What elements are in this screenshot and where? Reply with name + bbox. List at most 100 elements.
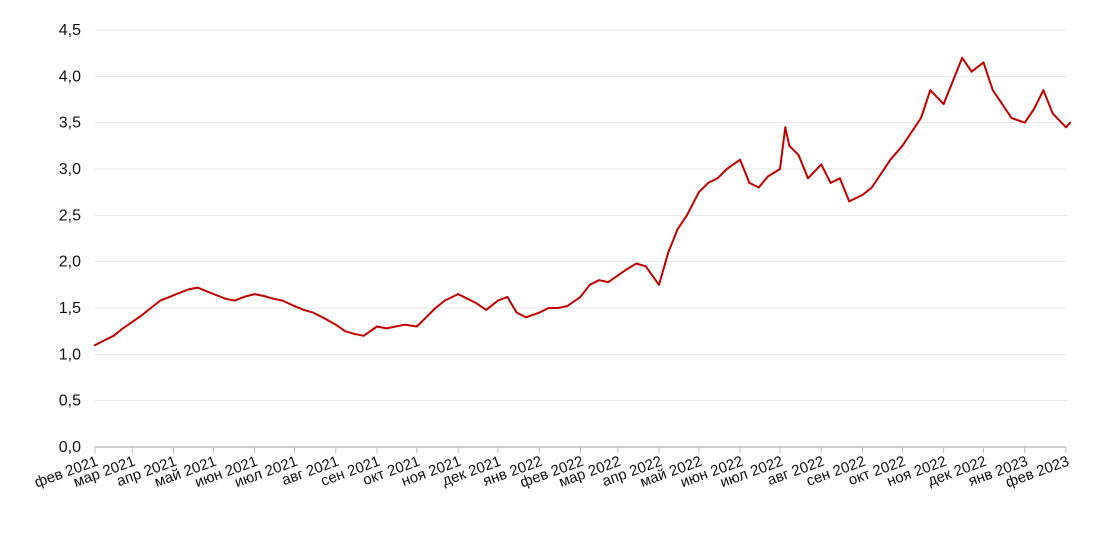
- y-tick-label: 3,0: [59, 161, 81, 178]
- y-tick-label: 2,0: [59, 254, 81, 271]
- data-point: [848, 200, 851, 203]
- data-point: [547, 307, 550, 309]
- data-point: [1051, 112, 1054, 115]
- data-point: [353, 333, 356, 335]
- data-point: [588, 283, 591, 286]
- data-point: [658, 283, 660, 286]
- data-point: [870, 186, 873, 189]
- data-point: [376, 325, 378, 328]
- data-point: [920, 117, 922, 119]
- data-point: [415, 325, 418, 328]
- y-tick-label: 0,5: [59, 393, 81, 410]
- data-point: [686, 214, 688, 217]
- data-point: [94, 344, 96, 346]
- data-point: [929, 89, 932, 92]
- data-point: [788, 144, 791, 147]
- data-point: [626, 268, 628, 270]
- data-point: [748, 182, 751, 184]
- data-point: [272, 297, 275, 300]
- y-tick-label: 2,5: [59, 207, 81, 224]
- y-tick-label: 4,0: [59, 68, 81, 85]
- data-point: [982, 61, 985, 64]
- data-point: [779, 168, 781, 170]
- data-point: [538, 311, 541, 314]
- data-point: [506, 295, 509, 298]
- data-point: [676, 228, 679, 231]
- y-tick-label: 0,0: [59, 439, 81, 456]
- data-point: [829, 182, 832, 184]
- data-point: [807, 177, 809, 180]
- y-tick-label: 4,5: [59, 22, 81, 39]
- data-point: [205, 290, 208, 293]
- data-point: [187, 288, 190, 291]
- data-point: [497, 299, 499, 302]
- data-point: [1065, 126, 1067, 129]
- data-point: [103, 339, 106, 342]
- data-point: [233, 299, 236, 302]
- data-point: [901, 144, 904, 147]
- data-point: [1023, 121, 1026, 124]
- data-point: [293, 305, 296, 308]
- data-point: [1001, 103, 1004, 106]
- data-point: [196, 286, 199, 289]
- data-point: [616, 274, 619, 277]
- data-point: [122, 327, 124, 330]
- y-tick-label: 1,5: [59, 300, 81, 317]
- data-point: [515, 311, 518, 314]
- y-tick-label: 1,0: [59, 346, 81, 363]
- data-point: [1010, 117, 1013, 119]
- series-line: [94, 56, 1071, 347]
- data-point: [889, 158, 892, 161]
- data-point: [434, 307, 437, 309]
- data-point: [243, 295, 245, 298]
- data-point: [716, 177, 719, 180]
- data-point: [168, 295, 171, 298]
- data-point: [159, 299, 162, 302]
- data-point: [177, 292, 180, 295]
- data-point: [1033, 107, 1035, 110]
- data-point: [224, 297, 227, 300]
- data-point: [312, 311, 315, 314]
- data-point: [784, 126, 787, 129]
- data-point: [598, 279, 601, 282]
- data-point: [820, 163, 823, 166]
- data-point: [475, 302, 478, 305]
- data-point: [457, 293, 460, 295]
- grid-layer: [95, 29, 1066, 402]
- data-point: [725, 168, 728, 170]
- data-point: [215, 294, 217, 296]
- data-point: [525, 316, 527, 319]
- data-point: [757, 186, 760, 189]
- data-point: [961, 56, 964, 59]
- axis-layer: [94, 446, 1067, 453]
- data-point: [838, 177, 841, 180]
- data-point: [991, 89, 994, 92]
- y-tick-label: 3,5: [59, 115, 81, 132]
- data-point: [707, 182, 710, 184]
- data-point: [1042, 89, 1045, 92]
- data-point: [566, 305, 569, 308]
- data-point: [739, 158, 742, 161]
- data-point: [910, 131, 913, 133]
- data-point: [112, 334, 115, 337]
- data-point: [302, 308, 305, 311]
- data-point: [767, 175, 769, 178]
- data-point: [385, 327, 388, 330]
- data-point: [667, 251, 670, 254]
- data-point: [942, 103, 945, 106]
- data-point: [970, 70, 973, 73]
- data-point: [466, 297, 469, 300]
- data-point: [797, 154, 800, 157]
- data-point: [880, 172, 883, 175]
- data-point: [556, 307, 559, 309]
- data-point: [485, 308, 487, 311]
- data-point: [253, 293, 256, 295]
- data-point: [362, 334, 365, 337]
- data-point: [1069, 121, 1071, 124]
- data-point: [263, 295, 265, 297]
- data-point: [334, 323, 337, 326]
- data-point: [425, 316, 428, 319]
- data-point: [344, 330, 346, 333]
